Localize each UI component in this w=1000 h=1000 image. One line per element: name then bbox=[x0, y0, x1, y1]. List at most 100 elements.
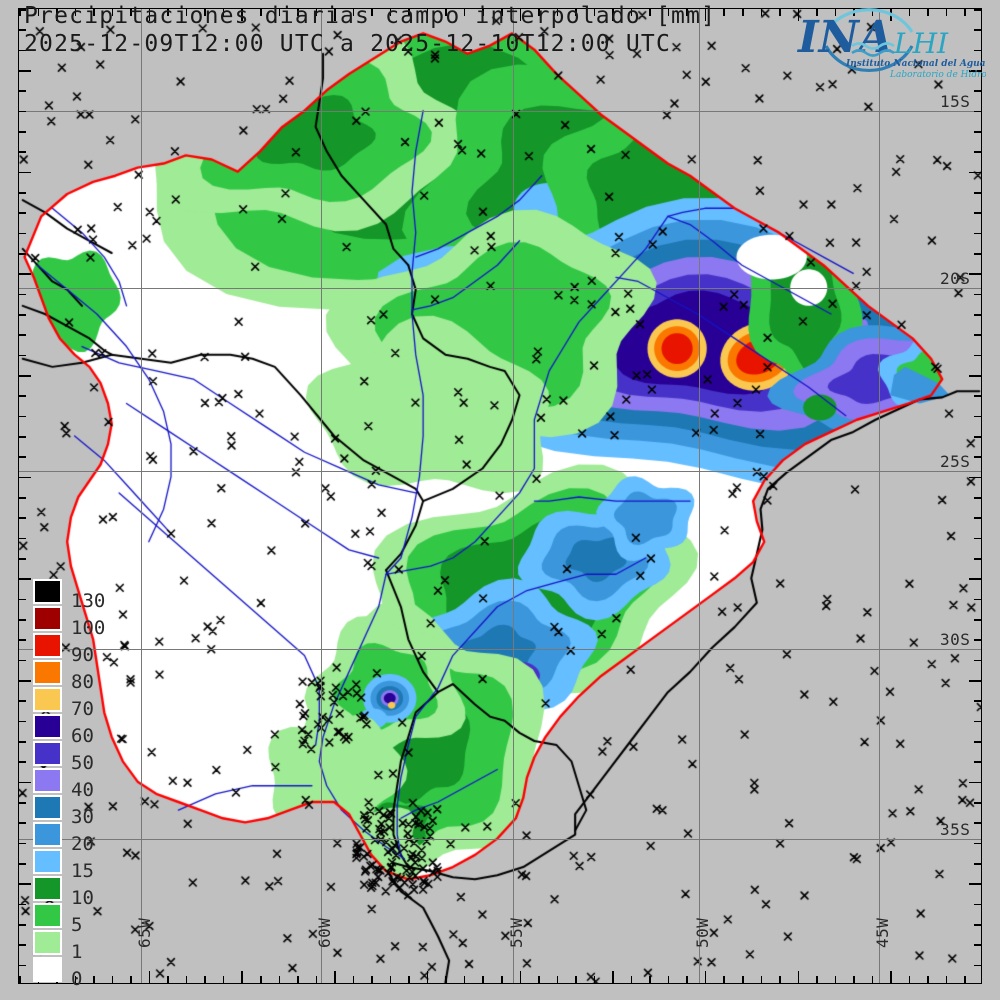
legend-swatch[interactable] bbox=[33, 606, 62, 631]
colorbar-legend[interactable]: 130 100 90 80 70 60 50 40 30 20 15 10 5 1 0 bbox=[33, 578, 105, 990]
legend-label: 5 bbox=[71, 913, 83, 936]
tick-lon-bottom bbox=[760, 976, 763, 983]
tick-lon-top bbox=[760, 9, 763, 16]
tick-lat-left bbox=[19, 151, 26, 153]
legend-swatch[interactable] bbox=[33, 633, 62, 658]
tick-lat-left bbox=[19, 232, 26, 235]
legend-label: 130 bbox=[71, 589, 106, 612]
legend-swatch[interactable] bbox=[33, 849, 62, 874]
tick-lon-top bbox=[278, 9, 281, 16]
tick-lat-right bbox=[974, 497, 981, 499]
tick-lon-bottom bbox=[241, 971, 243, 983]
legend-row[interactable]: 100 bbox=[33, 605, 105, 639]
legend-row[interactable]: 40 bbox=[33, 767, 105, 801]
legend-label: 30 bbox=[71, 805, 94, 828]
gridline-meridian bbox=[321, 9, 322, 983]
tick-lat-right bbox=[974, 964, 981, 967]
tick-lon-top bbox=[482, 9, 484, 16]
legend-swatch[interactable] bbox=[33, 768, 62, 793]
legend-row[interactable]: 130 bbox=[33, 578, 105, 612]
legend-row[interactable]: 1 bbox=[33, 929, 105, 963]
tick-lat-right bbox=[974, 822, 981, 824]
tick-lon-top bbox=[890, 9, 892, 21]
tick-lon-bottom bbox=[723, 976, 725, 983]
tick-lat-right bbox=[974, 903, 981, 906]
tick-lat-right bbox=[974, 619, 981, 621]
tick-lon-top bbox=[704, 9, 707, 21]
tick-lat-right bbox=[969, 781, 981, 784]
tick-lat-left bbox=[19, 497, 26, 499]
legend-swatch[interactable] bbox=[33, 957, 62, 982]
legend-swatch[interactable] bbox=[33, 876, 62, 901]
tick-lat-left bbox=[19, 171, 31, 174]
legend-row[interactable]: 70 bbox=[33, 686, 105, 720]
tick-lon-bottom bbox=[389, 976, 392, 983]
tick-lon-bottom bbox=[575, 976, 577, 983]
tick-lat-left bbox=[19, 761, 26, 763]
legend-swatch[interactable] bbox=[33, 687, 62, 712]
legend-row[interactable]: 90 bbox=[33, 632, 105, 666]
tick-lat-left bbox=[19, 273, 31, 275]
legend-label: 90 bbox=[71, 643, 94, 666]
legend-row[interactable]: 0 bbox=[33, 956, 105, 990]
tick-lat-right bbox=[974, 192, 981, 194]
legend-swatch[interactable] bbox=[33, 714, 62, 739]
legend-swatch[interactable] bbox=[33, 741, 62, 766]
tick-lat-right bbox=[974, 842, 981, 845]
tick-lat-right bbox=[974, 456, 981, 458]
tick-lat-left bbox=[19, 212, 26, 214]
tick-lon-bottom bbox=[686, 976, 688, 983]
tick-lon-bottom bbox=[371, 976, 373, 983]
gridline-parallel bbox=[19, 111, 981, 112]
tick-lat-left bbox=[19, 334, 26, 336]
tick-lon-top bbox=[204, 9, 206, 16]
legend-label: 60 bbox=[71, 724, 94, 747]
tick-lon-bottom bbox=[667, 976, 670, 983]
legend-swatch[interactable] bbox=[33, 795, 62, 820]
tick-lon-top bbox=[93, 9, 95, 16]
legend-swatch[interactable] bbox=[33, 930, 62, 955]
legend-row[interactable]: 60 bbox=[33, 713, 105, 747]
legend-row[interactable]: 20 bbox=[33, 821, 105, 855]
legend-swatch[interactable] bbox=[33, 579, 62, 604]
tick-lat-right bbox=[974, 29, 981, 31]
tick-lat-left bbox=[19, 863, 26, 865]
tick-lat-left bbox=[19, 903, 26, 906]
tick-lon-top bbox=[908, 9, 911, 16]
legend-swatch[interactable] bbox=[33, 822, 62, 847]
legend-row[interactable]: 50 bbox=[33, 740, 105, 774]
legend-swatch[interactable] bbox=[33, 903, 62, 928]
tick-lon-top bbox=[371, 9, 373, 16]
lat-label-15s: 15S bbox=[940, 92, 971, 111]
legend-row[interactable]: 10 bbox=[33, 875, 105, 909]
tick-lon-bottom bbox=[890, 971, 892, 983]
tick-lat-right bbox=[974, 558, 981, 560]
tick-lon-bottom bbox=[593, 976, 596, 983]
tick-lat-left bbox=[19, 619, 26, 621]
tick-lat-left bbox=[19, 29, 26, 31]
tick-lon-bottom bbox=[148, 971, 151, 983]
tick-lon-bottom bbox=[871, 976, 874, 983]
tick-lat-right bbox=[974, 761, 981, 763]
legend-row[interactable]: 30 bbox=[33, 794, 105, 828]
tick-lon-top bbox=[797, 9, 800, 21]
legend-row[interactable]: 15 bbox=[33, 848, 105, 882]
map-plot-area[interactable] bbox=[18, 8, 982, 984]
tick-lat-right bbox=[969, 680, 981, 682]
tick-lon-bottom bbox=[853, 976, 855, 983]
tick-lat-right bbox=[974, 131, 981, 133]
tick-lon-bottom bbox=[612, 971, 614, 983]
legend-row[interactable]: 5 bbox=[33, 902, 105, 936]
tick-lat-right bbox=[969, 476, 981, 479]
tick-lon-top bbox=[853, 9, 855, 16]
tick-lon-top bbox=[74, 9, 77, 16]
legend-row[interactable]: 80 bbox=[33, 659, 105, 693]
tick-lon-bottom bbox=[742, 976, 744, 983]
gridline-meridian bbox=[513, 9, 514, 983]
tick-lon-bottom bbox=[260, 976, 262, 983]
legend-swatch[interactable] bbox=[33, 660, 62, 685]
legend-label: 100 bbox=[71, 616, 106, 639]
gridline-parallel bbox=[19, 839, 981, 840]
tick-lon-bottom bbox=[445, 976, 447, 983]
tick-lat-left bbox=[19, 598, 26, 601]
